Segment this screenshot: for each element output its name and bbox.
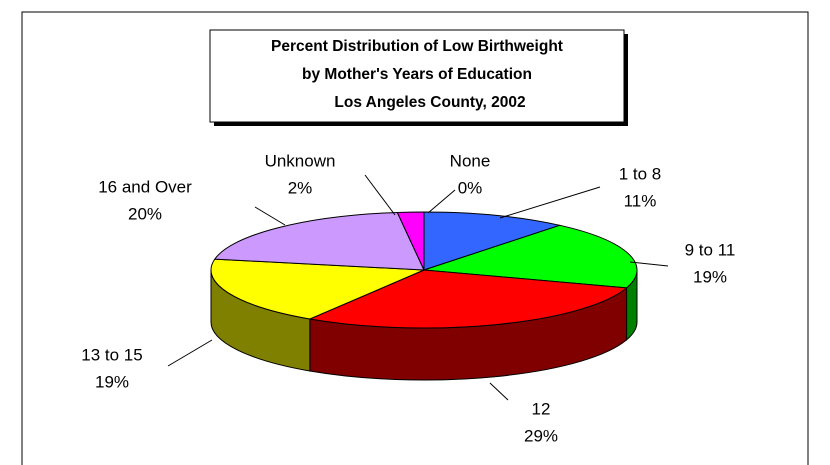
slice-label: 1 to 8 — [619, 164, 662, 183]
chart-title: by Mother's Years of Education — [302, 66, 532, 83]
chart-title: Los Angeles County, 2002 — [334, 94, 525, 111]
slice-label: 16 and Over — [98, 177, 192, 196]
slice — [423, 224, 638, 289]
slice-label: None — [450, 151, 491, 170]
leader-line — [167, 339, 213, 367]
leader-line — [254, 206, 286, 226]
value-label: 2% — [288, 178, 313, 197]
value-label: 29% — [524, 426, 558, 445]
slice-label: 9 to 11 — [685, 240, 736, 259]
leader-line — [499, 186, 601, 219]
slice — [210, 258, 425, 320]
leader-line — [427, 189, 456, 214]
leader-line — [489, 382, 509, 401]
slice-label: 13 to 15 — [81, 345, 142, 364]
leader-line — [364, 174, 396, 216]
slice — [423, 211, 562, 271]
value-label: 19% — [95, 372, 129, 391]
slice — [396, 211, 425, 271]
slice-label: Unknown — [265, 151, 336, 170]
chart-title: Percent Distribution of Low Birthweight — [271, 38, 563, 55]
value-label: 0% — [458, 178, 483, 197]
slice — [308, 269, 628, 329]
slice-label: 12 — [532, 399, 551, 418]
leader-line — [629, 261, 669, 267]
value-label: 20% — [128, 204, 162, 223]
title-box — [209, 29, 625, 123]
value-label: 11% — [624, 191, 657, 210]
value-label: 19% — [693, 267, 727, 286]
slice — [213, 211, 425, 271]
